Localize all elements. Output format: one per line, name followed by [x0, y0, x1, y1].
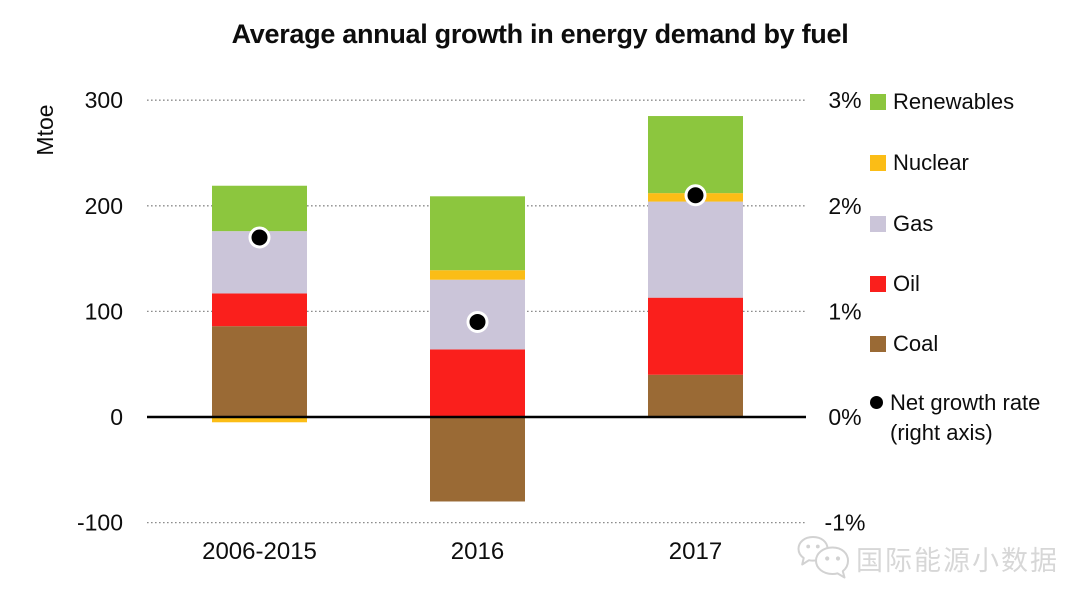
watermark-text: 国际能源小数据 [856, 545, 1059, 576]
chart-title: Average annual growth in energy demand b… [231, 19, 849, 49]
right-tick-3: 3% [828, 87, 861, 113]
bar-2016-coal [430, 417, 525, 502]
x-label-2016: 2016 [451, 538, 504, 565]
bar-2017-gas [648, 201, 743, 298]
x-label-2006-2015: 2006-2015 [202, 538, 317, 565]
bar-2017-oil [648, 297, 743, 375]
watermark: 国际能源小数据 [796, 534, 1059, 582]
x-label-2017: 2017 [669, 538, 722, 565]
bar-2006-2015-coal [212, 326, 307, 417]
left-tick-300: 300 [85, 87, 123, 113]
left-tick--100: -100 [77, 510, 123, 536]
bar-2006-2015-renewables [212, 185, 307, 232]
bar-2016-renewables [430, 196, 525, 271]
bar-2006-2015-oil [212, 293, 307, 327]
right-tick-0: 0% [828, 404, 861, 430]
net-growth-dot-2006-2015 [248, 226, 271, 249]
right-tick-1: 1% [828, 298, 861, 324]
left-tick-200: 200 [85, 193, 123, 219]
right-tick-2: 2% [828, 193, 861, 219]
bar-2017-renewables [648, 116, 743, 194]
wechat-icon [797, 536, 849, 579]
left-tick-100: 100 [85, 298, 123, 324]
net-growth-dot-2017 [684, 184, 707, 207]
left-tick-0: 0 [110, 404, 123, 430]
net-growth-dot-2016 [466, 310, 489, 333]
bar-2006-2015-nuclear [212, 417, 307, 423]
left-axis-label: Mtoe [32, 104, 58, 155]
bar-2016-oil [430, 349, 525, 417]
bar-2016-nuclear [430, 270, 525, 280]
right-tick-1: -1% [825, 510, 866, 536]
bar-2017-coal [648, 374, 743, 417]
